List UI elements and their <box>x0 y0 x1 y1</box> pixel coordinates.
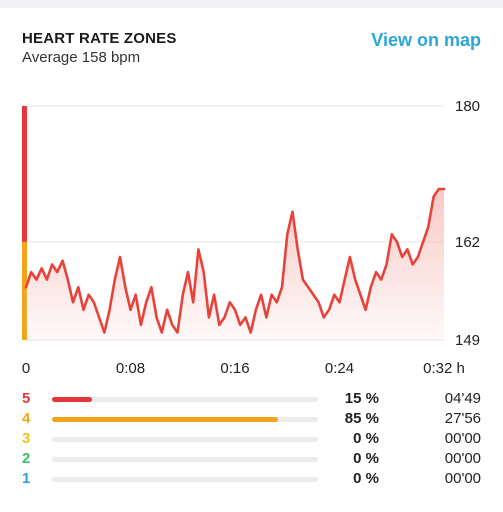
zone-label: 4 <box>22 410 31 427</box>
zone-row-3: 3 0 % 00'00 <box>0 430 503 450</box>
zone-label: 1 <box>22 470 31 487</box>
zone-time: 04'49 <box>444 390 481 407</box>
zone-label: 5 <box>22 390 31 407</box>
zone-progress-track <box>52 477 318 482</box>
top-divider <box>0 0 503 8</box>
zone-row-2: 2 0 % 00'00 <box>0 450 503 470</box>
zone-percent: 0 % <box>353 450 379 467</box>
zone-time: 00'00 <box>444 470 481 487</box>
zone-label: 2 <box>22 450 31 467</box>
zone-progress-track <box>52 437 318 442</box>
x-tick-label: 0:24 <box>325 360 354 377</box>
zone-progress-track <box>52 397 318 402</box>
zone-time: 27'56 <box>444 410 481 427</box>
zone-row-1: 1 0 % 00'00 <box>0 470 503 490</box>
zone-progress-fill <box>52 397 92 402</box>
zone-progress-fill <box>52 417 279 422</box>
y-tick-label: 149 <box>455 332 480 349</box>
heart-rate-line <box>24 187 446 334</box>
zone-time: 00'00 <box>444 450 481 467</box>
zone-row-5: 5 15 % 04'49 <box>0 390 503 410</box>
zone-percent: 0 % <box>353 430 379 447</box>
zone-percent: 0 % <box>353 470 379 487</box>
zone-label: 3 <box>22 430 31 447</box>
heart-rate-area <box>26 189 444 340</box>
heart-rate-chart: 180 162 149 0 0:08 0:16 0:24 0:32 h <box>22 98 480 377</box>
section-title: HEART RATE ZONES <box>22 30 177 47</box>
zone-percent: 85 % <box>344 410 379 427</box>
zone-progress-track <box>52 457 318 462</box>
y-tick-label: 180 <box>455 98 480 115</box>
x-tick-label: 0:08 <box>116 360 145 377</box>
x-tick-label: 0 <box>22 360 30 377</box>
zone-percent: 15 % <box>344 390 379 407</box>
view-on-map-link[interactable]: View on map <box>371 30 481 50</box>
zone-row-4: 4 85 % 27'56 <box>0 410 503 430</box>
y-tick-label: 162 <box>455 234 480 251</box>
zone-band-4 <box>22 241 27 340</box>
average-bpm: Average 158 bpm <box>22 49 141 66</box>
x-tick-label: 0:32 h <box>423 360 465 377</box>
zone-band-5 <box>22 106 27 242</box>
x-tick-label: 0:16 <box>220 360 249 377</box>
zone-progress-track <box>52 417 318 422</box>
zone-time: 00'00 <box>444 430 481 447</box>
